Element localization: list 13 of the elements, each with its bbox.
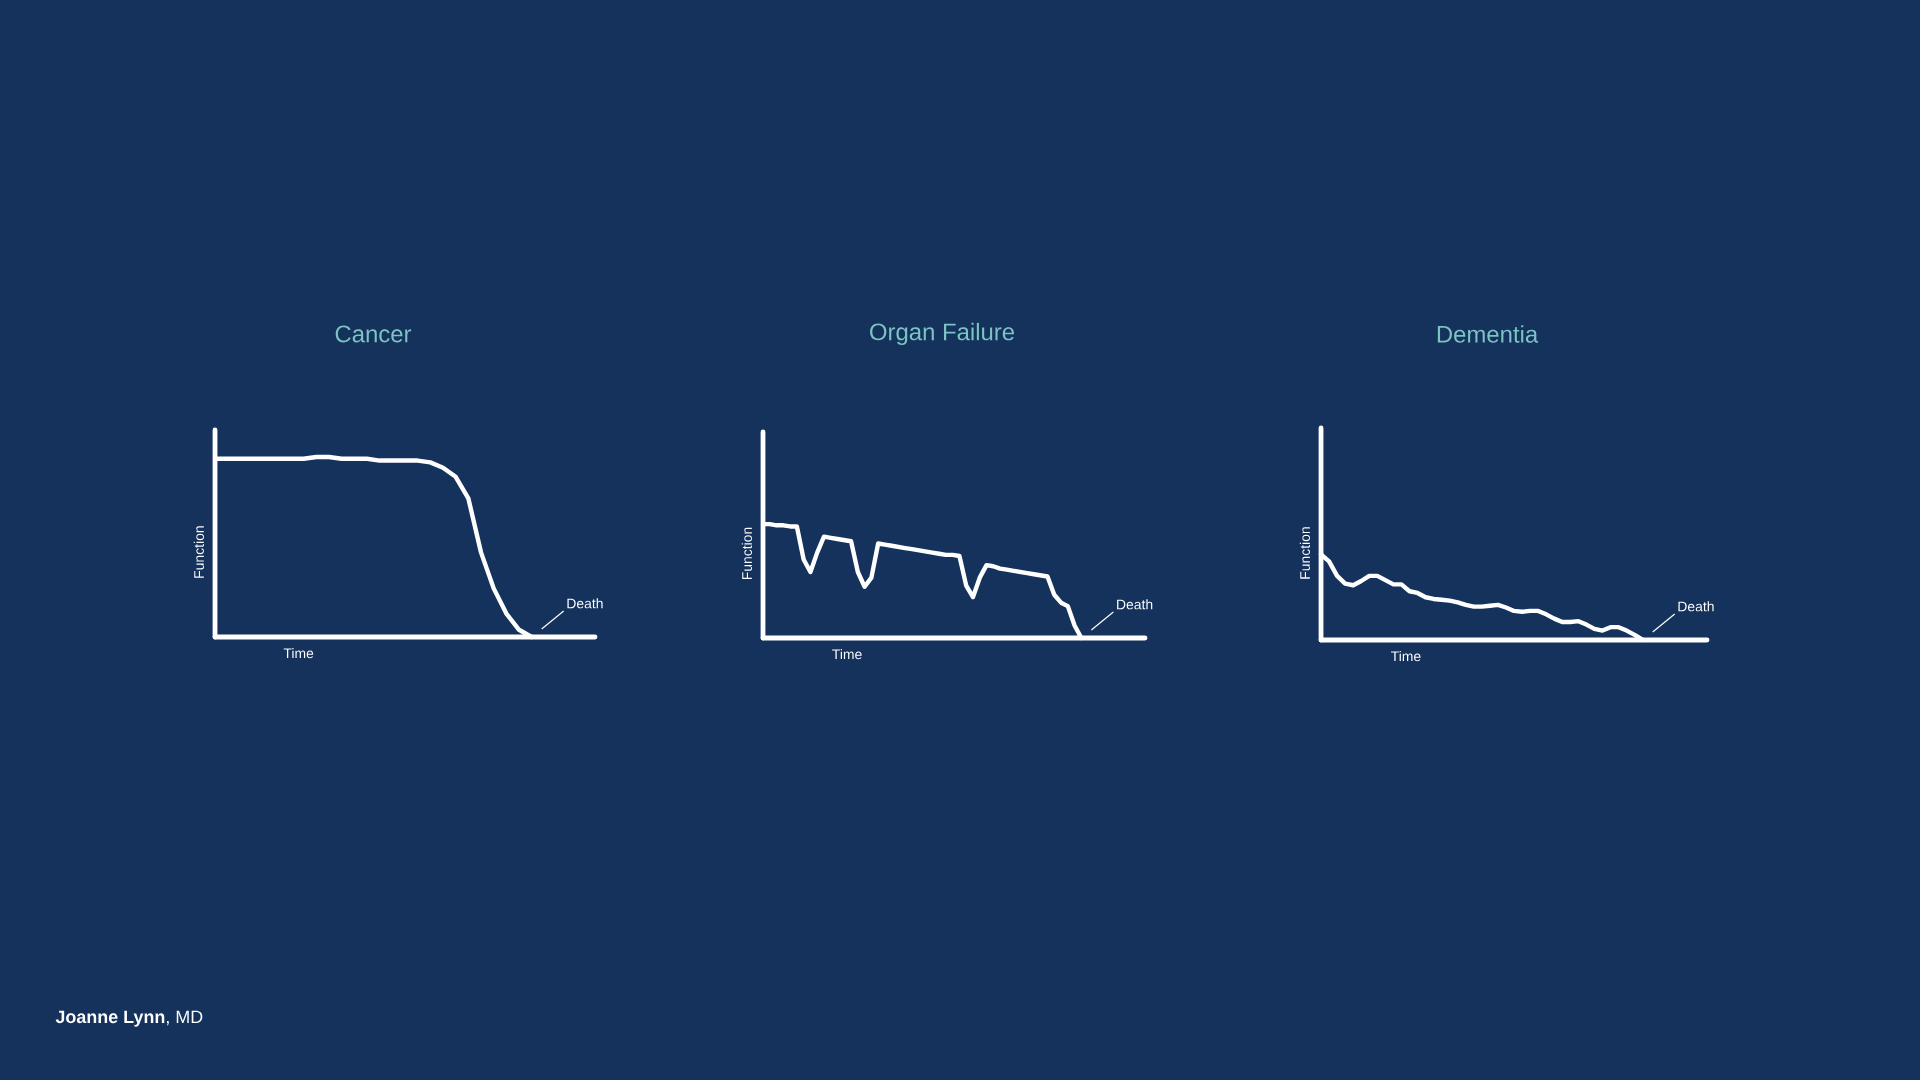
chart-title: Cancer	[335, 325, 412, 343]
x-axis-title: Time	[283, 648, 314, 659]
text: Death	[1678, 601, 1714, 612]
y-axis-title: Function	[193, 526, 204, 578]
x-axis-title: Time	[832, 649, 862, 660]
x-axis-title: Time	[1391, 651, 1421, 662]
y-axis-title: Function	[1299, 527, 1310, 579]
text: Death	[567, 598, 603, 609]
text: Joanne Lynn, MD	[55, 1010, 203, 1027]
chart-title: Organ Failure	[870, 322, 1014, 346]
chart-title: Dementia	[1437, 325, 1539, 343]
text: Death	[1117, 599, 1153, 610]
y-axis-title: Function	[741, 527, 752, 580]
